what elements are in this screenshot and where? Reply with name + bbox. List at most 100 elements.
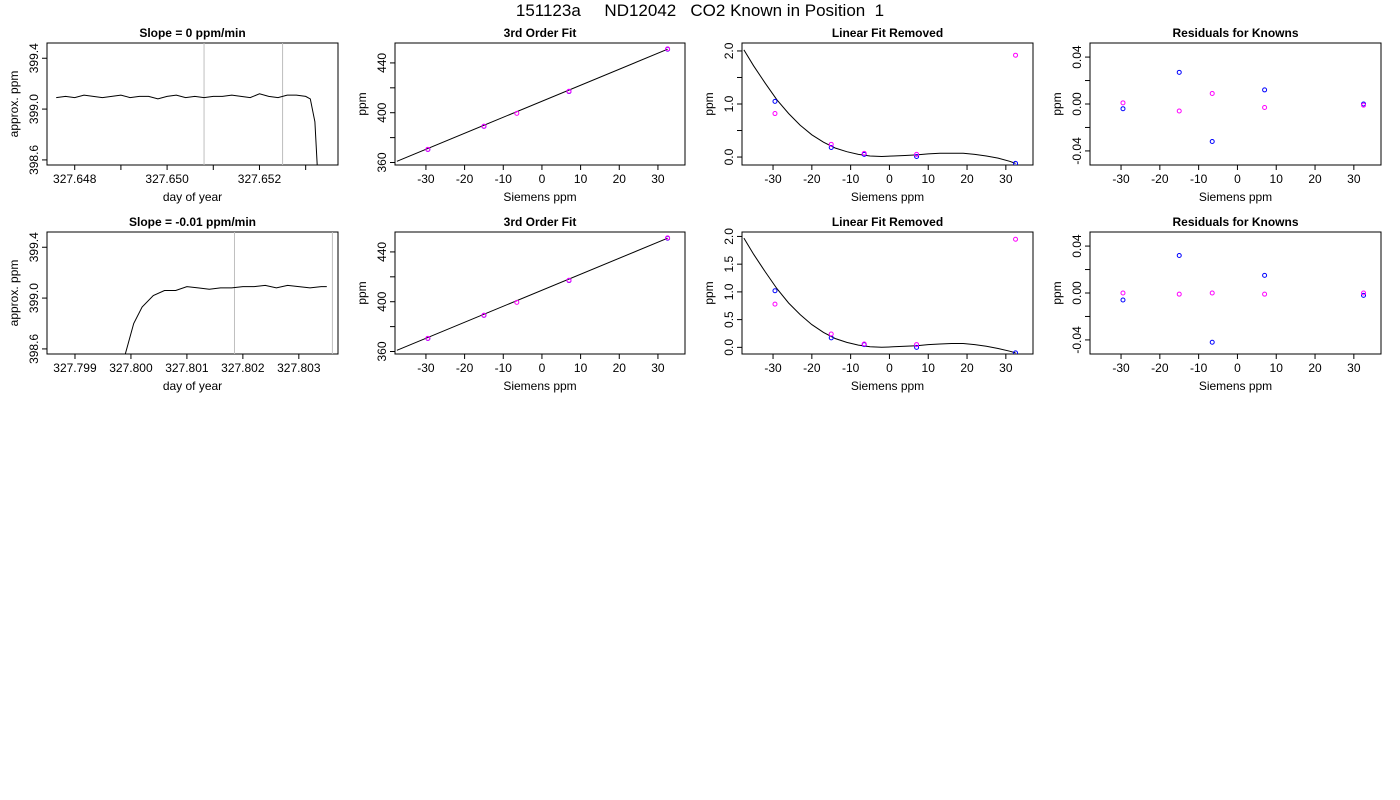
- y-tick-label: 400: [375, 291, 389, 311]
- plot-frame: [394, 42, 686, 166]
- y-tick-label: 399.4: [27, 232, 41, 262]
- data-point: [828, 331, 834, 337]
- data-point: [514, 299, 520, 305]
- chart-panel-3: Linear Fit Removed -30 -20 -10 0 10 20 30 0.0 1.0…: [702, 26, 1034, 204]
- x-tick-label: -10: [495, 172, 513, 186]
- fit-curve: [396, 237, 668, 351]
- data-point: [1013, 160, 1019, 165]
- data-point: [1262, 105, 1268, 111]
- x-tick-label: 20: [1308, 361, 1322, 375]
- x-tick-label: 20: [613, 172, 627, 186]
- panel-title: Residuals for Knowns: [1172, 215, 1298, 229]
- data-point: [665, 46, 671, 52]
- data-point: [1120, 297, 1126, 303]
- plot-area: [1120, 252, 1367, 345]
- x-axis-label: Siemens ppm: [503, 190, 576, 204]
- data-point: [1361, 292, 1367, 298]
- data-point: [514, 110, 520, 116]
- y-tick-label: -0.04: [1070, 137, 1084, 165]
- data-point: [914, 151, 920, 157]
- plot-frame: [741, 231, 1034, 355]
- panel-title: Residuals for Knowns: [1172, 26, 1298, 40]
- figure-title: 151123a ND12042 CO2 Known in Position 1: [515, 1, 885, 20]
- plot-frame: [1089, 42, 1382, 166]
- y-axis-label: approx. ppm: [7, 260, 21, 327]
- data-point: [1176, 108, 1182, 114]
- x-tick-label: -20: [456, 361, 474, 375]
- x-tick-label: 0: [1234, 361, 1241, 375]
- y-tick-label: -0.04: [1070, 326, 1084, 354]
- plot-frame: [741, 42, 1034, 166]
- data-point: [772, 301, 778, 307]
- data-point: [1209, 339, 1215, 345]
- data-point: [1209, 290, 1215, 296]
- y-tick-label: 1.0: [722, 283, 736, 300]
- chart-panel-1: Slope = 0 ppm/min 327.648 327.650 327.652 39…: [7, 26, 339, 204]
- plot-frame: [46, 231, 339, 355]
- data-point: [1361, 102, 1367, 108]
- data-point: [772, 288, 778, 294]
- data-point: [914, 342, 920, 348]
- series-line: [124, 284, 327, 354]
- plot-area: [1120, 69, 1367, 145]
- data-point: [1176, 291, 1182, 297]
- x-tick-label: 0: [1234, 172, 1241, 186]
- chart-panel-8: Residuals for Knowns -30 -20 -10 0 10 20 30 -0.0…: [1050, 215, 1382, 393]
- x-tick-label: 20: [960, 361, 974, 375]
- data-point: [861, 341, 867, 347]
- y-tick-label: 399.4: [27, 43, 41, 73]
- plot-frame: [394, 231, 686, 355]
- data-point: [828, 141, 834, 147]
- chart-panel-7: Linear Fit Removed -30 -20 -10 0 10 20 30 0.0 0.5…: [702, 215, 1034, 393]
- x-tick-label: 10: [922, 172, 936, 186]
- plot-area: [743, 236, 1019, 354]
- data-point: [772, 98, 778, 104]
- panel-title: Linear Fit Removed: [832, 215, 943, 229]
- data-point: [665, 235, 671, 241]
- y-tick-label: 399.0: [27, 94, 41, 124]
- x-tick-label: -10: [842, 361, 860, 375]
- x-tick-label: 327.803: [277, 361, 321, 375]
- plot-area: [743, 49, 1019, 165]
- y-tick-label: 440: [375, 242, 389, 262]
- plot-area: [396, 46, 671, 162]
- data-point: [1262, 272, 1268, 278]
- data-point: [1176, 69, 1182, 75]
- x-tick-label: 327.652: [238, 172, 282, 186]
- x-tick-label: -30: [764, 172, 782, 186]
- y-tick-label: 360: [375, 341, 389, 361]
- x-tick-label: 327.799: [53, 361, 97, 375]
- x-tick-label: -30: [764, 361, 782, 375]
- y-tick-label: 1.0: [722, 95, 736, 112]
- plot-frame: [46, 42, 339, 166]
- panel-title: 3rd Order Fit: [504, 26, 577, 40]
- data-point: [1209, 139, 1215, 145]
- panel-title: Linear Fit Removed: [832, 26, 943, 40]
- y-tick-label: 398.6: [27, 145, 41, 175]
- y-tick-label: 0.0: [722, 148, 736, 165]
- plot-frame: [1089, 231, 1382, 355]
- x-axis-label: Siemens ppm: [1199, 379, 1272, 393]
- x-tick-label: 20: [960, 172, 974, 186]
- data-point: [481, 312, 487, 318]
- data-point: [1120, 100, 1126, 106]
- data-point: [566, 277, 572, 283]
- x-tick-label: 0: [539, 361, 546, 375]
- data-point: [1361, 290, 1367, 296]
- x-tick-label: -20: [1151, 361, 1169, 375]
- chart-panel-2: 3rd Order Fit -30 -20 -10 0 10 20 30 360 400 440 Si…: [355, 26, 686, 204]
- x-axis-label: Siemens ppm: [1199, 190, 1272, 204]
- x-tick-label: 30: [999, 361, 1013, 375]
- x-tick-label: -30: [1112, 172, 1130, 186]
- series-line: [56, 93, 318, 165]
- data-point: [425, 146, 431, 152]
- x-tick-label: 10: [574, 361, 588, 375]
- x-axis-label: Siemens ppm: [851, 379, 924, 393]
- y-tick-label: 2.0: [722, 228, 736, 245]
- data-point: [914, 344, 920, 350]
- data-point: [1120, 290, 1126, 296]
- x-tick-label: -30: [417, 361, 435, 375]
- y-tick-label: 0.0: [722, 339, 736, 356]
- plot-area: [124, 232, 333, 354]
